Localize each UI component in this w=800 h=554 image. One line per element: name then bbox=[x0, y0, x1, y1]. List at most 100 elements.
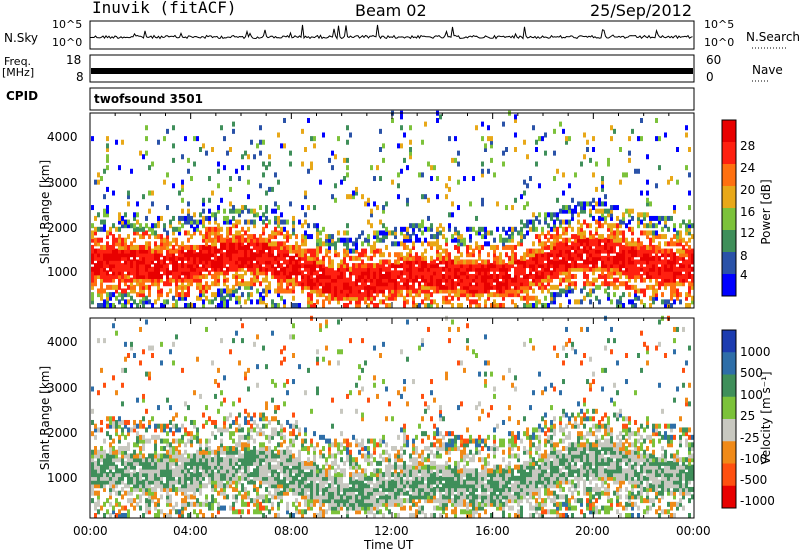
power-cell bbox=[604, 259, 607, 265]
power-cell bbox=[682, 277, 685, 283]
power-cell bbox=[304, 212, 307, 218]
velocity-cell bbox=[256, 468, 259, 474]
power-cell bbox=[406, 273, 409, 279]
velocity-cell bbox=[283, 401, 286, 407]
velocity-cell bbox=[271, 434, 274, 440]
power-cell bbox=[187, 215, 190, 221]
power-cell bbox=[538, 212, 541, 218]
power-cell bbox=[91, 292, 94, 298]
power-cell bbox=[553, 259, 556, 265]
power-cell bbox=[247, 292, 250, 298]
power-cell bbox=[166, 237, 169, 243]
power-cell bbox=[559, 248, 562, 254]
power-cell bbox=[115, 273, 118, 279]
power-cell bbox=[481, 259, 484, 265]
power-cell bbox=[658, 234, 661, 240]
velocity-cell bbox=[127, 427, 130, 433]
power-cell bbox=[217, 161, 220, 167]
power-cell bbox=[619, 219, 622, 225]
power-cell bbox=[127, 190, 130, 196]
velocity-cell bbox=[181, 453, 184, 459]
power-cell bbox=[289, 244, 292, 250]
power-cell bbox=[484, 147, 487, 152]
power-cell bbox=[544, 284, 547, 290]
velocity-cell bbox=[151, 494, 154, 500]
freq-strip-frame bbox=[89, 54, 695, 83]
power-cell bbox=[142, 234, 145, 240]
power-cell bbox=[214, 241, 217, 247]
velocity-cell bbox=[160, 457, 163, 463]
power-cell bbox=[124, 241, 127, 247]
power-cell bbox=[418, 172, 421, 178]
power-cell bbox=[175, 226, 178, 232]
velocity-cell bbox=[331, 509, 334, 515]
power-cell bbox=[91, 284, 94, 290]
power-cell bbox=[655, 273, 658, 279]
velocity-cell bbox=[124, 367, 127, 373]
power-cell bbox=[499, 281, 502, 287]
power-cell bbox=[418, 266, 421, 272]
power-cell bbox=[643, 259, 646, 265]
power-cell bbox=[529, 295, 532, 301]
power-cell bbox=[310, 288, 313, 294]
power-cell bbox=[304, 219, 307, 225]
power-cell bbox=[364, 263, 367, 269]
velocity-cell bbox=[301, 475, 304, 481]
velocity-cell bbox=[274, 416, 277, 422]
power-cell bbox=[676, 237, 679, 243]
velocity-cell bbox=[268, 479, 271, 485]
power-cell bbox=[625, 237, 628, 243]
velocity-cell bbox=[241, 338, 244, 344]
velocity-cell bbox=[106, 453, 109, 459]
power-cell bbox=[301, 234, 304, 240]
velocity-cell bbox=[106, 509, 109, 515]
power-cell bbox=[505, 266, 508, 272]
power-cell bbox=[100, 303, 103, 308]
power-cell bbox=[298, 252, 301, 258]
power-cell bbox=[319, 292, 322, 298]
power-cell bbox=[400, 255, 403, 261]
power-cell bbox=[613, 277, 616, 283]
power-cell bbox=[586, 292, 589, 298]
power-cell bbox=[385, 259, 388, 265]
power-cell bbox=[664, 303, 667, 308]
power-cell bbox=[157, 295, 160, 301]
power-cell bbox=[214, 259, 217, 265]
power-cell bbox=[559, 263, 562, 269]
power-cell bbox=[646, 259, 649, 265]
power-cell bbox=[301, 237, 304, 243]
velocity-cell bbox=[139, 419, 142, 425]
power-cell bbox=[106, 212, 109, 218]
power-cell bbox=[352, 194, 355, 200]
power-cell bbox=[445, 266, 448, 272]
power-cell bbox=[616, 303, 619, 308]
power-cell bbox=[619, 255, 622, 261]
power-cell bbox=[103, 277, 106, 283]
power-cell bbox=[409, 284, 412, 290]
velocity-cell bbox=[148, 509, 151, 515]
power-cell bbox=[688, 252, 691, 258]
power-cell bbox=[232, 252, 235, 258]
velocity-cell bbox=[169, 486, 172, 492]
power-cell bbox=[346, 125, 349, 131]
power-cell bbox=[343, 281, 346, 287]
power-cell bbox=[103, 273, 106, 279]
velocity-cell bbox=[247, 449, 250, 455]
velocity-cell bbox=[148, 468, 151, 474]
power-cell bbox=[97, 259, 100, 265]
power-cell bbox=[94, 237, 97, 243]
power-cell bbox=[415, 292, 418, 298]
velocity-cell bbox=[166, 483, 169, 489]
velocity-cell bbox=[100, 457, 103, 463]
power-cell bbox=[619, 281, 622, 287]
power-cell bbox=[640, 241, 643, 247]
velocity-cell bbox=[244, 408, 247, 414]
power-cell bbox=[682, 248, 685, 254]
velocity-cell bbox=[313, 446, 316, 452]
power-cell bbox=[559, 292, 562, 298]
power-cell bbox=[532, 248, 535, 254]
power-cell bbox=[208, 208, 211, 214]
velocity-cell bbox=[286, 460, 289, 466]
velocity-cell bbox=[178, 513, 181, 518]
power-cell bbox=[640, 288, 643, 294]
